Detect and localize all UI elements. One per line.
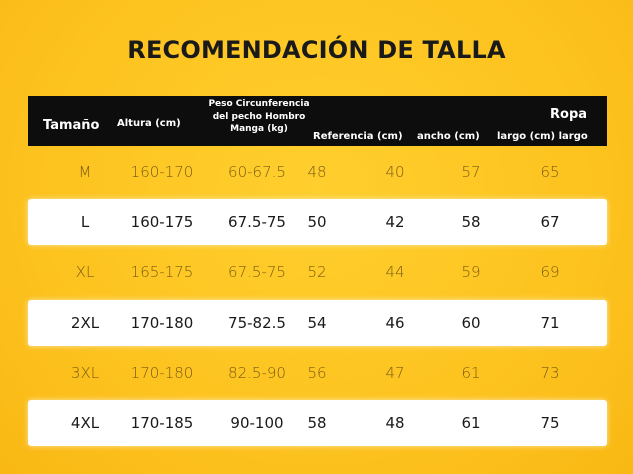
cell-height: 165-175 [130, 263, 194, 281]
cell-length-2: 75 [540, 414, 560, 432]
header-height: Altura (cm) [117, 118, 181, 129]
cell-width: 47 [385, 364, 405, 382]
cell-length-1: 58 [461, 213, 481, 231]
cell-length-2: 71 [540, 314, 560, 332]
cell-length-2: 67 [540, 213, 560, 231]
cell-reference: 58 [307, 414, 327, 432]
cell-length-1: 61 [461, 414, 481, 432]
cell-length-1: 59 [461, 263, 481, 281]
cell-reference: 52 [307, 263, 327, 281]
cell-size: XL [75, 263, 95, 281]
cell-width: 44 [385, 263, 405, 281]
cell-width: 48 [385, 414, 405, 432]
cell-height: 160-175 [130, 213, 194, 231]
cell-weight: 60-67.5 [228, 163, 286, 181]
cell-weight: 90-100 [230, 414, 284, 432]
cell-reference: 48 [307, 163, 327, 181]
cell-width: 40 [385, 163, 405, 181]
cell-height: 170-185 [130, 414, 194, 432]
cell-size: M [78, 163, 92, 181]
table-row: 2XL 170-180 75-82.5 54 46 60 71 [28, 300, 607, 346]
cell-width: 46 [385, 314, 405, 332]
header-ropa: Ropa [550, 107, 588, 122]
header-weight: Peso Circunferencia del pecho Hombro Man… [208, 99, 310, 134]
cell-height: 170-180 [130, 314, 194, 332]
cell-length-2: 73 [540, 364, 560, 382]
cell-length-2: 65 [540, 163, 560, 181]
cell-reference: 54 [307, 314, 327, 332]
cell-size: 3XL [70, 364, 100, 382]
cell-height: 170-180 [130, 364, 194, 382]
cell-weight: 82.5-90 [228, 364, 286, 382]
table-row: 3XL 170-180 82.5-90 56 47 61 73 [28, 350, 607, 396]
table-row: M 160-170 60-67.5 48 40 57 65 [28, 149, 607, 195]
cell-size: 2XL [70, 314, 100, 332]
header-length: largo (cm) largo [497, 131, 588, 142]
cell-length-1: 60 [461, 314, 481, 332]
cell-weight: 67.5-75 [228, 263, 286, 281]
page-title: RECOMENDACIÓN DE TALLA [127, 36, 506, 64]
table-row: 4XL 170-185 90-100 58 48 61 75 [28, 400, 607, 446]
table-row: XL 165-175 67.5-75 52 44 59 69 [28, 249, 607, 295]
cell-weight: 67.5-75 [228, 213, 286, 231]
cell-size: L [80, 213, 90, 231]
header-size: Tamaño [43, 118, 100, 133]
table-header: Tamaño Altura (cm) Peso Circunferencia d… [28, 96, 607, 146]
cell-size: 4XL [70, 414, 100, 432]
cell-length-1: 57 [461, 163, 481, 181]
cell-length-1: 61 [461, 364, 481, 382]
cell-height: 160-170 [130, 163, 194, 181]
cell-length-2: 69 [540, 263, 560, 281]
cell-weight: 75-82.5 [228, 314, 286, 332]
cell-reference: 50 [307, 213, 327, 231]
header-reference: Referencia (cm) [313, 131, 403, 142]
header-width: ancho (cm) [417, 131, 480, 142]
table-row: L 160-175 67.5-75 50 42 58 67 [28, 199, 607, 245]
cell-width: 42 [385, 213, 405, 231]
cell-reference: 56 [307, 364, 327, 382]
